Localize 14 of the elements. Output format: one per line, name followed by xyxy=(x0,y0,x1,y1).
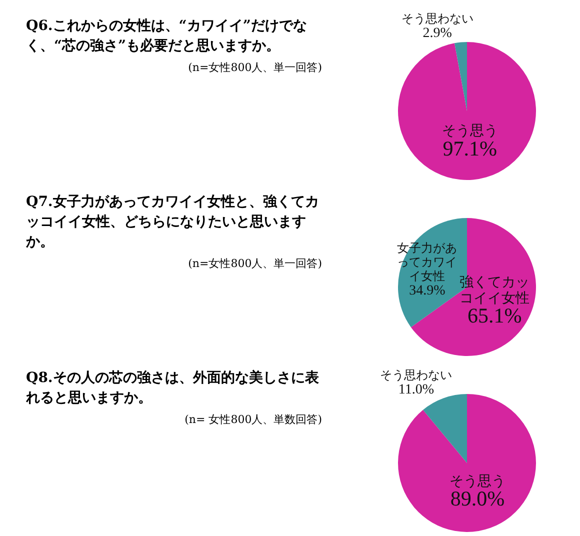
text: Q6.これからの女性は、“カワイイ”だけでなく、“芯の強さ”も必要だと思いますか。 xyxy=(25,17,308,56)
data-label: 34.9% xyxy=(409,283,446,298)
data-label: 89.0% xyxy=(450,486,505,511)
text: (n= 女性800人、単数回答) xyxy=(184,412,322,427)
slice-label: そう思う xyxy=(450,473,506,490)
slice-label: そう思わない xyxy=(380,368,452,382)
text: Q8.その人の芯の強さは、外面的な美しさに表れると思いますか。 xyxy=(25,368,320,408)
text: (n=女性800人、単一回答) xyxy=(187,256,322,271)
data-label: 65.1% xyxy=(467,304,522,328)
data-label: 2.9% xyxy=(422,26,452,42)
text: (n=女性800人、単一回答) xyxy=(187,60,322,75)
text: Q7.女子力があってカワイイ女性と、強くてカッコイイ女性、どちらになりたいと思いますか。 xyxy=(25,193,320,252)
slice-label: そう思わない xyxy=(401,12,474,26)
data-label: 11.0% xyxy=(398,382,434,398)
